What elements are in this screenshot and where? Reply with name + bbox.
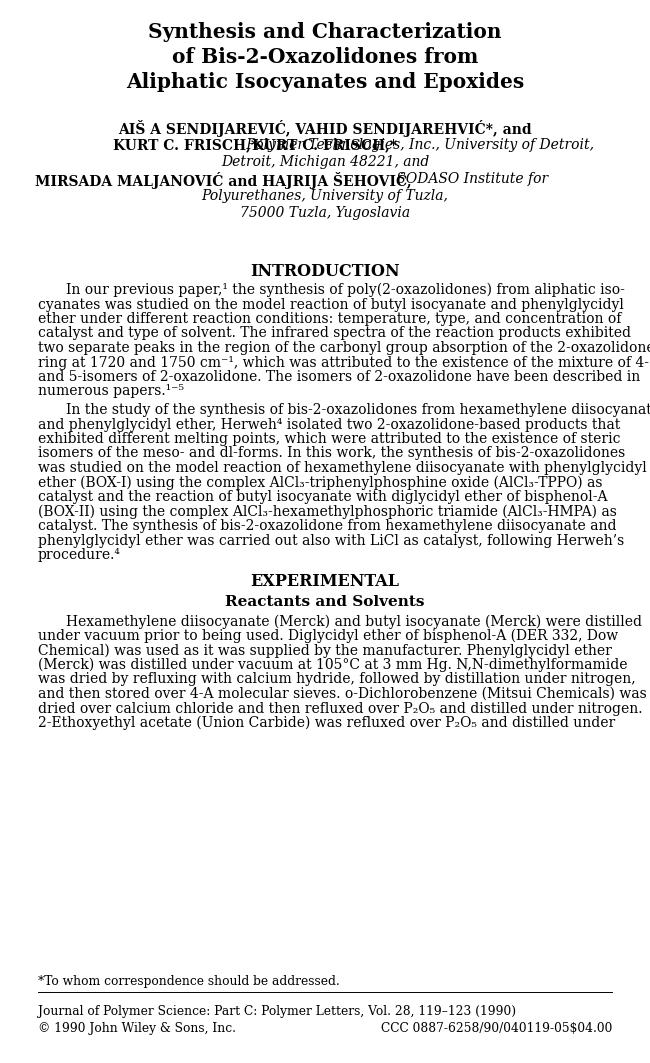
Text: In our previous paper,¹ the synthesis of poly(2-oxazolidones) from aliphatic iso: In our previous paper,¹ the synthesis of… [66, 283, 625, 298]
Text: exhibited different melting points, which were attributed to the existence of st: exhibited different melting points, whic… [38, 432, 621, 446]
Text: KURT C. FRISCH,*: KURT C. FRISCH,* [113, 138, 258, 152]
Text: INTRODUCTION: INTRODUCTION [250, 263, 400, 280]
Text: © 1990 John Wiley & Sons, Inc.: © 1990 John Wiley & Sons, Inc. [38, 1022, 236, 1035]
Text: Chemical) was used as it was supplied by the manufacturer. Phenylglycidyl ether: Chemical) was used as it was supplied by… [38, 643, 612, 658]
Text: cyanates was studied on the model reaction of butyl isocyanate and phenylglycidy: cyanates was studied on the model reacti… [38, 298, 624, 311]
Text: MIRSADA MALJANOVIĆ and HAJRIJA ŠEHOVIĆ,: MIRSADA MALJANOVIĆ and HAJRIJA ŠEHOVIĆ, [35, 172, 411, 189]
Text: was dried by refluxing with calcium hydride, followed by distillation under nitr: was dried by refluxing with calcium hydr… [38, 673, 636, 687]
Text: (BOX-II) using the complex AlCl₃-hexamethylphosphoric triamide (AlCl₃-HMPA) as: (BOX-II) using the complex AlCl₃-hexamet… [38, 505, 617, 519]
Text: 2-Ethoxyethyl acetate (Union Carbide) was refluxed over P₂O₅ and distilled under: 2-Ethoxyethyl acetate (Union Carbide) wa… [38, 716, 616, 730]
Text: ether under different reaction conditions: temperature, type, and concentration : ether under different reaction condition… [38, 313, 621, 326]
Text: EXPERIMENTAL: EXPERIMENTAL [250, 573, 400, 590]
Text: was studied on the model reaction of hexamethylene diisocyanate with phenylglyci: was studied on the model reaction of hex… [38, 461, 647, 475]
Text: Polymer Technologies, Inc., University of Detroit,: Polymer Technologies, Inc., University o… [242, 138, 594, 152]
Text: Aliphatic Isocyanates and Epoxides: Aliphatic Isocyanates and Epoxides [126, 72, 524, 92]
Text: Journal of Polymer Science: Part C: Polymer Letters, Vol. 28, 119–123 (1990): Journal of Polymer Science: Part C: Poly… [38, 1005, 516, 1018]
Text: SODASO Institute for: SODASO Institute for [392, 172, 548, 186]
Text: two separate peaks in the region of the carbonyl group absorption of the 2-oxazo: two separate peaks in the region of the … [38, 341, 650, 355]
Text: Reactants and Solvents: Reactants and Solvents [226, 594, 424, 608]
Text: of Bis-2-Oxazolidones from: of Bis-2-Oxazolidones from [172, 47, 478, 67]
Text: procedure.⁴: procedure.⁴ [38, 549, 121, 562]
Text: (Merck) was distilled under vacuum at 105°C at 3 mm Hg. N,N-dimethylformamide: (Merck) was distilled under vacuum at 10… [38, 658, 627, 673]
Text: AIŠ A SENDIJAREVIĆ, VAHID SENDIJAREHVIĆ*, and: AIŠ A SENDIJAREVIĆ, VAHID SENDIJAREHVIĆ*… [118, 120, 532, 137]
Text: ring at 1720 and 1750 cm⁻¹, which was attributed to the existence of the mixture: ring at 1720 and 1750 cm⁻¹, which was at… [38, 355, 649, 370]
Text: ether (BOX-I) using the complex AlCl₃-triphenylphosphine oxide (AlCl₃-TPPO) as: ether (BOX-I) using the complex AlCl₃-tr… [38, 475, 603, 490]
Text: CCC 0887-6258/90/040119-05$04.00: CCC 0887-6258/90/040119-05$04.00 [381, 1022, 612, 1035]
Text: catalyst and type of solvent. The infrared spectra of the reaction products exhi: catalyst and type of solvent. The infrar… [38, 326, 631, 340]
Text: Hexamethylene diisocyanate (Merck) and butyl isocyanate (Merck) were distilled: Hexamethylene diisocyanate (Merck) and b… [66, 614, 642, 629]
Text: *To whom correspondence should be addressed.: *To whom correspondence should be addres… [38, 975, 340, 988]
Text: In the study of the synthesis of bis-2-oxazolidones from hexamethylene diisocyan: In the study of the synthesis of bis-2-o… [66, 403, 650, 417]
Text: catalyst. The synthesis of bis-2-oxazolidone from hexamethylene diisocyanate and: catalyst. The synthesis of bis-2-oxazoli… [38, 519, 616, 533]
Text: Synthesis and Characterization: Synthesis and Characterization [148, 22, 502, 43]
Text: phenylglycidyl ether was carried out also with LiCl as catalyst, following Herwe: phenylglycidyl ether was carried out als… [38, 534, 624, 547]
Text: 75000 Tuzla, Yugoslavia: 75000 Tuzla, Yugoslavia [240, 206, 410, 220]
Text: under vacuum prior to being used. Diglycidyl ether of bisphenol-A (DER 332, Dow: under vacuum prior to being used. Diglyc… [38, 629, 618, 643]
Text: dried over calcium chloride and then refluxed over P₂O₅ and distilled under nitr: dried over calcium chloride and then ref… [38, 702, 642, 715]
Text: Polyurethanes, University of Tuzla,: Polyurethanes, University of Tuzla, [202, 189, 448, 203]
Text: numerous papers.¹⁻⁵: numerous papers.¹⁻⁵ [38, 385, 184, 399]
Text: and phenylglycidyl ether, Herweh⁴ isolated two 2-oxazolidone-based products that: and phenylglycidyl ether, Herweh⁴ isolat… [38, 418, 620, 432]
Text: catalyst and the reaction of butyl isocyanate with diglycidyl ether of bisphenol: catalyst and the reaction of butyl isocy… [38, 490, 608, 504]
Text: and then stored over 4-A molecular sieves. o-Dichlorobenzene (Mitsui Chemicals) : and then stored over 4-A molecular sieve… [38, 687, 647, 701]
Text: KURT C. FRISCH,*: KURT C. FRISCH,* [252, 138, 398, 152]
Text: and 5-isomers of 2-oxazolidone. The isomers of 2-oxazolidone have been described: and 5-isomers of 2-oxazolidone. The isom… [38, 370, 640, 384]
Text: isomers of the meso- and dl-forms. In this work, the synthesis of bis-2-oxazolid: isomers of the meso- and dl-forms. In th… [38, 446, 625, 460]
Text: Detroit, Michigan 48221, and: Detroit, Michigan 48221, and [221, 155, 429, 169]
